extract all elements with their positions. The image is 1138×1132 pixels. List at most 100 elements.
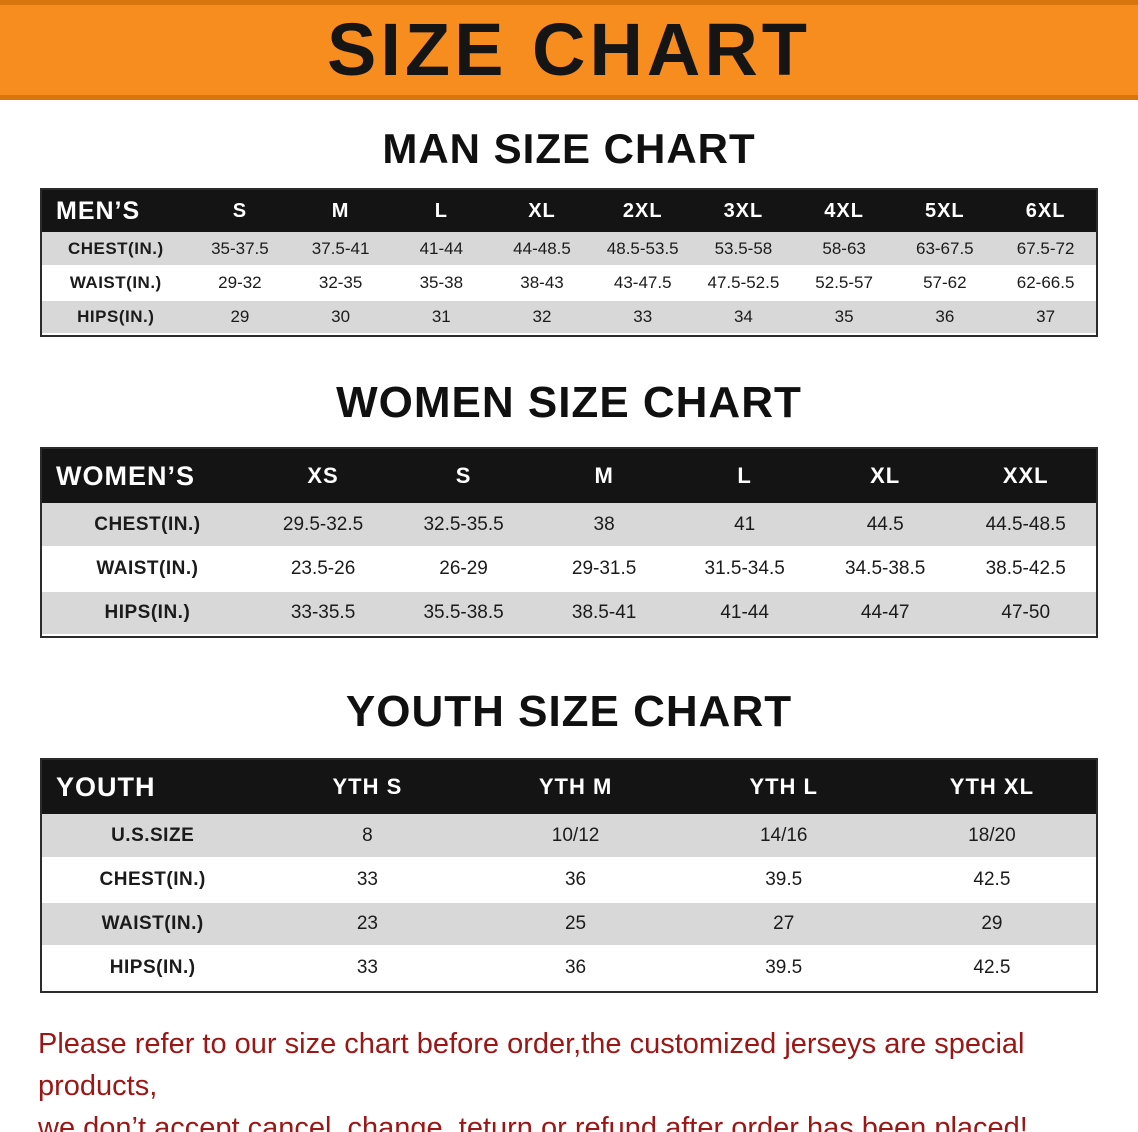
women-chart-heading: WOMEN SIZE CHART	[336, 378, 802, 427]
table-row: HIPS(IN.) 29 30 31 32 33 34 35 36 37	[42, 300, 1096, 335]
disclaimer: Please refer to our size chart before or…	[38, 1023, 1100, 1132]
column-header: YTH S	[263, 760, 472, 814]
size-value: 63-67.5	[894, 232, 996, 267]
column-header: YTH L	[679, 760, 888, 814]
women-size-table: WOMEN’S XS S M L XL XXL CHEST(IN.) 29.5-32.5 32.5…	[40, 447, 1098, 638]
youth-size-chart-section: YOUTH SIZE CHART YOUTH YTH S YTH M YTH L YTH…	[0, 690, 1138, 993]
size-value: 57-62	[894, 266, 996, 301]
size-value: 32	[491, 300, 593, 335]
size-value: 33-35.5	[252, 591, 394, 636]
row-label: HIPS(IN.)	[42, 300, 190, 335]
row-label: WAIST(IN.)	[42, 266, 190, 301]
column-header: XL	[814, 449, 956, 503]
header-row: MEN’S S M L XL 2XL 3XL 4XL 5XL 6XL	[42, 190, 1096, 232]
size-value: 58-63	[793, 232, 895, 267]
column-header: S	[189, 190, 291, 232]
size-value: 10/12	[471, 814, 680, 859]
size-value: 33	[263, 946, 472, 991]
column-header: M	[533, 449, 675, 503]
size-value: 44-47	[814, 591, 956, 636]
banner: SIZE CHART	[0, 0, 1138, 100]
size-value: 42.5	[887, 946, 1096, 991]
size-value: 47.5-52.5	[693, 266, 794, 301]
size-value: 29.5-32.5	[252, 503, 394, 548]
size-value: 25	[471, 902, 680, 947]
size-value: 37.5-41	[290, 232, 391, 267]
size-value: 52.5-57	[793, 266, 895, 301]
men-size-chart-section: MAN SIZE CHART MEN’S S M L XL 2XL 3XL 4XL 5XL 6XL…	[0, 128, 1138, 337]
size-value: 44.5	[814, 503, 956, 548]
disclaimer-line-2: we don’t accept cancel, change, teturn o…	[38, 1112, 1028, 1132]
size-value: 33	[263, 858, 472, 903]
column-header: XS	[252, 449, 394, 503]
table-row: CHEST(IN.) 29.5-32.5 32.5-35.5 38 41 44.5 44.5…	[42, 503, 1096, 548]
size-table: MEN’S S M L XL 2XL 3XL 4XL 5XL 6XL CHEST(IN.) 35-37…	[42, 190, 1096, 335]
page-title: SIZE CHART	[327, 8, 811, 91]
size-value: 14/16	[679, 814, 888, 859]
size-value: 29	[189, 300, 291, 335]
column-header: S	[393, 449, 534, 503]
size-value: 33	[592, 300, 694, 335]
row-label: HIPS(IN.)	[42, 946, 264, 991]
size-value: 43-47.5	[592, 266, 694, 301]
size-value: 41-44	[390, 232, 492, 267]
size-value: 41	[674, 503, 815, 548]
size-value: 39.5	[679, 858, 888, 903]
size-value: 32-35	[290, 266, 391, 301]
size-value: 67.5-72	[995, 232, 1096, 267]
row-label: WAIST(IN.)	[42, 902, 264, 947]
row-label: HIPS(IN.)	[42, 591, 253, 636]
table-row: CHEST(IN.) 35-37.5 37.5-41 41-44 44-48.5 48.5…	[42, 232, 1096, 267]
size-value: 36	[894, 300, 996, 335]
size-value: 35.5-38.5	[393, 591, 534, 636]
size-value: 48.5-53.5	[592, 232, 694, 267]
column-header: L	[674, 449, 815, 503]
table-row: HIPS(IN.) 33 36 39.5 42.5	[42, 946, 1096, 991]
size-value: 62-66.5	[995, 266, 1096, 301]
size-value: 31.5-34.5	[674, 547, 815, 592]
column-header: 3XL	[693, 190, 794, 232]
size-value: 41-44	[674, 591, 815, 636]
size-value: 37	[995, 300, 1096, 335]
size-value: 23.5-26	[252, 547, 394, 592]
size-value: 23	[263, 902, 472, 947]
men-chart-heading: MAN SIZE CHART	[382, 125, 756, 172]
size-table: YOUTH YTH S YTH M YTH L YTH XL U.S.SIZE 8 10/12…	[42, 760, 1096, 991]
row-label: WAIST(IN.)	[42, 547, 253, 592]
size-value: 44.5-48.5	[955, 503, 1096, 548]
table-row: CHEST(IN.) 33 36 39.5 42.5	[42, 858, 1096, 903]
table-row: HIPS(IN.) 33-35.5 35.5-38.5 38.5-41 41-44 44-…	[42, 591, 1096, 636]
row-label: CHEST(IN.)	[42, 503, 253, 548]
size-value: 47-50	[955, 591, 1096, 636]
table-row: WAIST(IN.) 29-32 32-35 35-38 38-43 43-47.5 47.…	[42, 266, 1096, 301]
size-value: 29-32	[189, 266, 291, 301]
size-value: 18/20	[887, 814, 1096, 859]
size-value: 38.5-42.5	[955, 547, 1096, 592]
column-header: 5XL	[894, 190, 996, 232]
header-row: WOMEN’S XS S M L XL XXL	[42, 449, 1096, 503]
column-header: XL	[491, 190, 593, 232]
size-value: 36	[471, 858, 680, 903]
column-header: M	[290, 190, 391, 232]
men-size-table: MEN’S S M L XL 2XL 3XL 4XL 5XL 6XL CHEST(IN.) 35-37…	[40, 188, 1098, 337]
table-title-cell: WOMEN’S	[42, 449, 253, 503]
size-value: 32.5-35.5	[393, 503, 534, 548]
youth-size-table: YOUTH YTH S YTH M YTH L YTH XL U.S.SIZE 8 10/12…	[40, 758, 1098, 993]
youth-chart-heading: YOUTH SIZE CHART	[345, 687, 793, 736]
row-label: CHEST(IN.)	[42, 232, 190, 267]
size-value: 53.5-58	[693, 232, 794, 267]
disclaimer-line-1: Please refer to our size chart before or…	[38, 1028, 1025, 1103]
size-value: 44-48.5	[491, 232, 593, 267]
size-value: 38.5-41	[533, 591, 675, 636]
table-row: WAIST(IN.) 23.5-26 26-29 29-31.5 31.5-34.5 34…	[42, 547, 1096, 592]
size-value: 35-38	[390, 266, 492, 301]
size-value: 8	[263, 814, 472, 859]
size-value: 29	[887, 902, 1096, 947]
size-value: 39.5	[679, 946, 888, 991]
size-value: 34	[693, 300, 794, 335]
table-title-cell: YOUTH	[42, 760, 264, 814]
column-header: L	[390, 190, 492, 232]
column-header: YTH XL	[887, 760, 1096, 814]
size-value: 29-31.5	[533, 547, 675, 592]
size-value: 26-29	[393, 547, 534, 592]
